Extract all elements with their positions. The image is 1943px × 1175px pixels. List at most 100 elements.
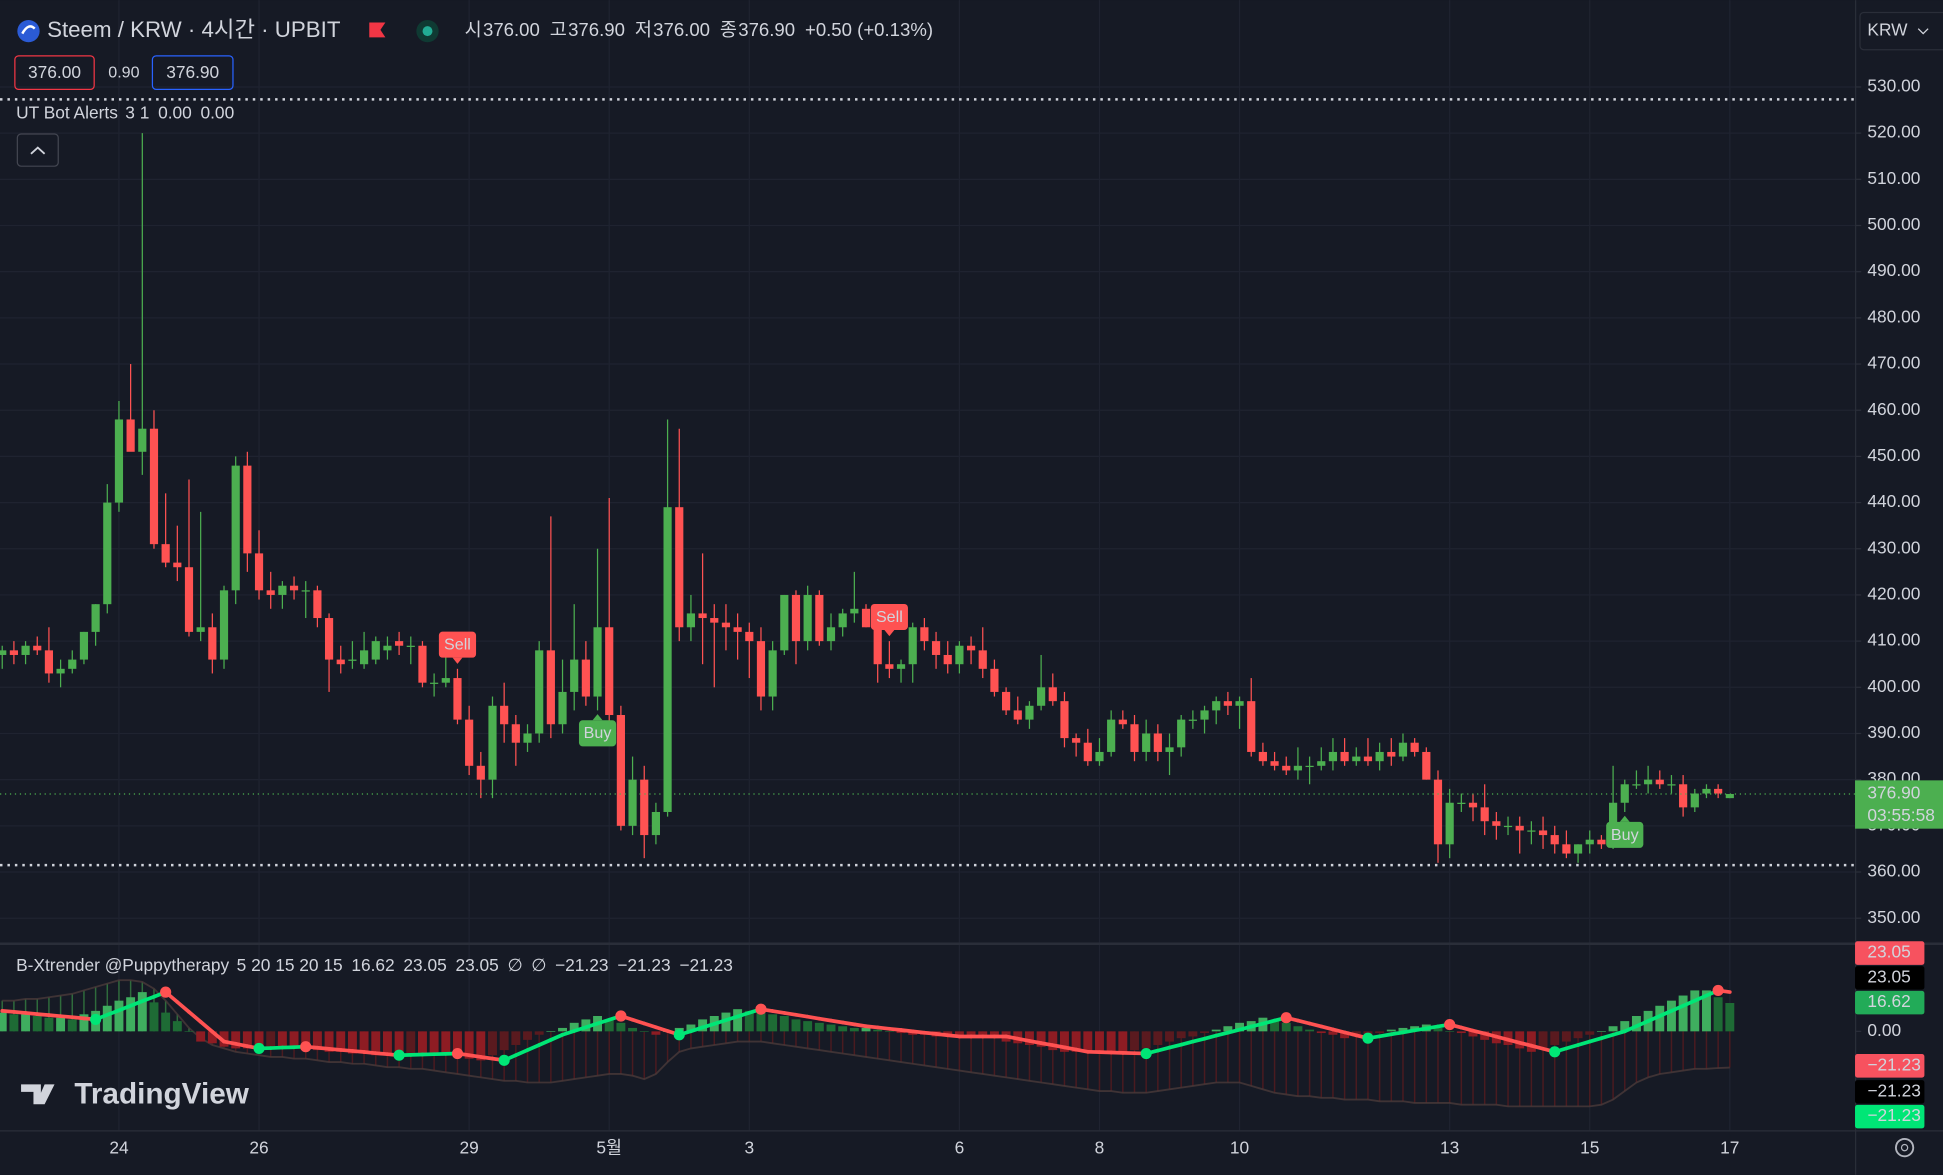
histogram-bar [1024,1031,1034,1045]
candle-body [465,719,474,766]
candle-body [33,645,42,651]
signal-line-segment [1611,1029,1627,1037]
candle-body [780,594,789,651]
signal-line-segment [58,1014,75,1020]
signal-line-segment [175,1000,191,1014]
y-tick-label: 480.00 [1867,306,1920,326]
candle-body [1107,719,1116,752]
candle-body [266,590,275,595]
histogram-bar [1223,1026,1233,1032]
signal-line-segment [945,1033,962,1039]
signal-line-segment [222,1039,238,1046]
long-term-bar [1542,1031,1544,1107]
histogram-bar [476,1031,486,1061]
signal-turn-dot [615,1010,627,1022]
long-term-bar [1413,1031,1416,1103]
histogram-bar [616,1022,626,1032]
signal-line-segment [899,1028,915,1034]
signal-label: Buy [1611,826,1640,844]
long-term-bar [655,1031,657,1074]
histogram-bar [814,1022,824,1032]
candle-body [1060,701,1069,739]
histogram-bar [324,1031,334,1052]
long-term-bar [1180,1031,1182,1088]
signal-line-segment [922,1030,938,1036]
long-term-bar [1343,1031,1346,1100]
signal-line-segment [829,1018,845,1025]
y-tick-label: 490.00 [1867,260,1920,280]
settings-button[interactable] [1894,1137,1915,1158]
flag-icon[interactable] [369,22,386,38]
candle-body [1655,779,1664,785]
study-value: ∅ [531,955,546,975]
histogram-bar [1433,1027,1443,1032]
buy-button[interactable] [151,55,234,90]
watermark: TradingView [74,1077,249,1110]
signal-line-segment [315,1045,331,1051]
candle-body [1398,742,1408,757]
long-term-bar [713,1031,716,1045]
candle-body [628,779,637,826]
y-tick-label: 500.00 [1867,214,1920,234]
axis-badge-label: 23.05 [1867,966,1910,986]
signal-line-segment [1657,1009,1674,1018]
signal-line-segment [105,1008,121,1017]
histogram-bar [873,1029,883,1032]
long-term-bar [1588,1031,1591,1107]
long-term-bar [1437,1031,1439,1103]
long-term-bar [1647,1031,1649,1078]
long-term-bar [690,1031,692,1049]
candle-body [908,627,917,665]
signal-line-segment [1646,1014,1662,1023]
long-term-bar [1262,1031,1264,1090]
signal-label: Sell [444,636,471,654]
long-term-bar [1659,1031,1661,1074]
candle-body [686,613,696,628]
histogram-bar [1526,1031,1536,1052]
ohlc-value: 376.90 [568,19,625,40]
histogram-bar [149,1002,159,1032]
candle-body [1492,821,1501,826]
collapse-button[interactable] [16,133,59,167]
signal-line-segment [1004,1034,1020,1041]
signal-pointer [592,714,603,721]
histogram-bar [79,1014,89,1032]
histogram-bar [838,1026,848,1032]
long-term-bar [1320,1031,1323,1098]
histogram-bar [1316,1031,1326,1034]
currency-selector[interactable] [1859,11,1943,51]
histogram-bar [219,1031,229,1047]
x-tick-label: 5월 [596,1137,622,1157]
signal-line-segment [1027,1039,1043,1045]
signal-line-segment [1692,993,1709,1003]
histogram-bar [1095,1031,1104,1054]
signal-line-segment [1015,1036,1032,1043]
signal-line-segment [1202,1033,1219,1041]
candle-body [1573,844,1583,854]
histogram-bar [1480,1031,1490,1040]
symbol-icon [17,19,40,43]
candle-body [1188,719,1197,721]
sell-button[interactable] [14,55,95,90]
long-term-bar [1694,1031,1696,1069]
long-term-bar [1425,1031,1428,1103]
long-term-bar [596,1031,599,1076]
candle-body [1387,751,1396,757]
histogram-bar [488,1031,497,1056]
histogram-bar [382,1031,392,1056]
study-value: 23.05 [455,955,498,975]
signal-turn-dot [451,1047,464,1060]
y-tick-label: 530.00 [1867,76,1920,96]
candle-body [943,654,952,665]
histogram-bar [628,1027,638,1032]
axis-badge-label: −21.23 [1867,1054,1920,1074]
histogram-bar [1702,990,1711,1032]
histogram-bar [102,1005,112,1032]
signal-pointer [1619,815,1630,822]
candle-body [1725,793,1734,799]
candle-body [1550,835,1559,845]
candle-body [721,622,731,628]
candle-body [896,664,906,669]
long-term-bar [1472,1031,1474,1105]
study-value: 16.62 [351,955,394,975]
